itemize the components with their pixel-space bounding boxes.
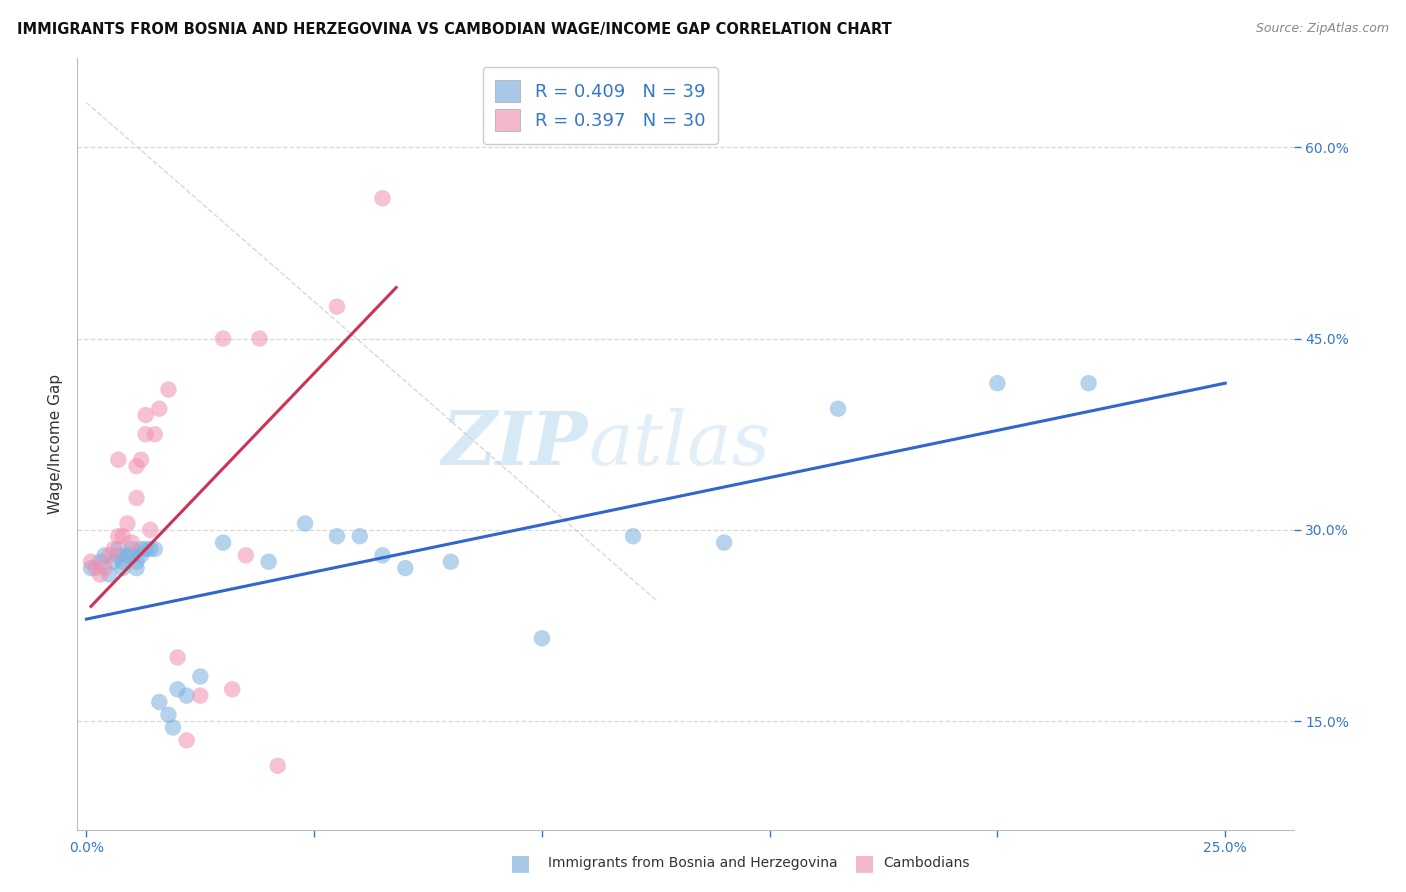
Point bbox=[117, 516, 139, 531]
Point bbox=[103, 555, 125, 569]
Point bbox=[125, 459, 148, 474]
Point bbox=[257, 555, 280, 569]
Point bbox=[129, 452, 152, 467]
Text: ■: ■ bbox=[855, 854, 875, 873]
Point bbox=[117, 549, 139, 563]
Point bbox=[135, 408, 157, 422]
Point bbox=[394, 561, 416, 575]
Point bbox=[294, 516, 316, 531]
Text: Cambodians: Cambodians bbox=[883, 856, 970, 871]
Point bbox=[143, 427, 166, 442]
Point bbox=[166, 682, 188, 697]
Text: IMMIGRANTS FROM BOSNIA AND HERZEGOVINA VS CAMBODIAN WAGE/INCOME GAP CORRELATION : IMMIGRANTS FROM BOSNIA AND HERZEGOVINA V… bbox=[17, 22, 891, 37]
Point bbox=[98, 549, 121, 563]
Point bbox=[107, 452, 129, 467]
Point bbox=[986, 376, 1008, 391]
Text: Source: ZipAtlas.com: Source: ZipAtlas.com bbox=[1256, 22, 1389, 36]
Point bbox=[530, 632, 553, 646]
Point bbox=[111, 529, 134, 543]
Point bbox=[713, 535, 735, 549]
Point bbox=[125, 491, 148, 505]
Point bbox=[176, 733, 198, 747]
Point bbox=[93, 561, 115, 575]
Point bbox=[121, 541, 143, 556]
Point bbox=[80, 561, 103, 575]
Point bbox=[121, 535, 143, 549]
Point bbox=[326, 300, 349, 314]
Point bbox=[371, 191, 394, 205]
Text: ZIP: ZIP bbox=[441, 408, 588, 480]
Point bbox=[621, 529, 644, 543]
Point bbox=[157, 707, 180, 722]
Point bbox=[176, 689, 198, 703]
Point bbox=[111, 561, 134, 575]
Point bbox=[84, 561, 107, 575]
Point bbox=[212, 332, 235, 346]
Point bbox=[107, 529, 129, 543]
Point bbox=[162, 721, 184, 735]
Point bbox=[148, 695, 170, 709]
Point bbox=[93, 549, 115, 563]
Point bbox=[135, 541, 157, 556]
Text: atlas: atlas bbox=[588, 408, 770, 480]
Point bbox=[103, 541, 125, 556]
Point bbox=[267, 759, 290, 773]
Point bbox=[98, 567, 121, 582]
Point bbox=[89, 555, 111, 569]
Point bbox=[157, 383, 180, 397]
Point bbox=[188, 689, 211, 703]
Point bbox=[221, 682, 243, 697]
Point bbox=[440, 555, 463, 569]
Point bbox=[107, 541, 129, 556]
Point bbox=[188, 669, 211, 683]
Point bbox=[121, 549, 143, 563]
Point bbox=[107, 549, 129, 563]
Point bbox=[139, 523, 162, 537]
Point bbox=[125, 555, 148, 569]
Text: ■: ■ bbox=[510, 854, 530, 873]
Point bbox=[125, 561, 148, 575]
Text: Immigrants from Bosnia and Herzegovina: Immigrants from Bosnia and Herzegovina bbox=[548, 856, 838, 871]
Point bbox=[166, 650, 188, 665]
Point bbox=[111, 555, 134, 569]
Point bbox=[129, 541, 152, 556]
Point bbox=[135, 427, 157, 442]
Point bbox=[139, 541, 162, 556]
Point bbox=[235, 549, 257, 563]
Point bbox=[89, 567, 111, 582]
Y-axis label: Wage/Income Gap: Wage/Income Gap bbox=[48, 374, 63, 514]
Point bbox=[148, 401, 170, 416]
Point bbox=[212, 535, 235, 549]
Point bbox=[827, 401, 849, 416]
Point bbox=[349, 529, 371, 543]
Point bbox=[80, 555, 103, 569]
Point bbox=[143, 541, 166, 556]
Legend: R = 0.409   N = 39, R = 0.397   N = 30: R = 0.409 N = 39, R = 0.397 N = 30 bbox=[482, 67, 718, 144]
Point bbox=[371, 549, 394, 563]
Point bbox=[1077, 376, 1099, 391]
Point bbox=[326, 529, 349, 543]
Point bbox=[249, 332, 271, 346]
Point bbox=[129, 549, 152, 563]
